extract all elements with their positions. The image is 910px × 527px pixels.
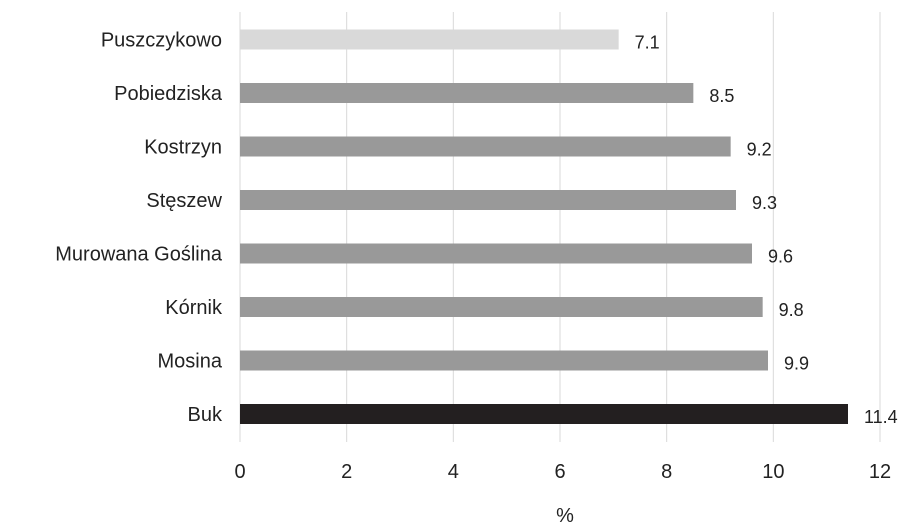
data-label: 8.5 xyxy=(709,86,734,106)
bar xyxy=(240,297,763,317)
x-tick-label: 4 xyxy=(448,461,459,483)
data-label: 9.8 xyxy=(779,300,804,320)
x-axis-title: % xyxy=(556,505,574,527)
x-tick-label: 8 xyxy=(661,461,672,483)
data-label: 9.6 xyxy=(768,247,793,267)
data-label: 9.2 xyxy=(747,140,772,160)
bar xyxy=(240,29,619,50)
x-tick-label: 0 xyxy=(234,461,245,483)
bar xyxy=(240,350,768,371)
x-tick-label: 10 xyxy=(762,461,784,483)
category-label: Mosina xyxy=(158,351,223,373)
data-label: 7.1 xyxy=(635,33,660,53)
category-label: Murowana Goślina xyxy=(55,244,223,266)
bar xyxy=(240,243,752,264)
data-label: 9.9 xyxy=(784,354,809,374)
bar xyxy=(240,83,694,103)
category-label: Kostrzyn xyxy=(144,137,222,159)
data-label: 11.4 xyxy=(864,407,898,427)
category-label: Pobiedziska xyxy=(114,83,223,105)
category-label: Kórnik xyxy=(165,297,223,319)
bars xyxy=(240,29,848,424)
x-tick-label: 12 xyxy=(869,461,891,483)
labels: 0 2 4 6 8 10 12 Puszczykowo 7.1 Pobiedziska 8.5 Kos… xyxy=(55,30,897,484)
bar xyxy=(240,136,731,157)
category-label: Buk xyxy=(188,404,223,426)
x-tick-label: 6 xyxy=(554,461,565,483)
data-label: 9.3 xyxy=(752,193,777,213)
bar xyxy=(240,404,848,424)
category-label: Stęszew xyxy=(146,190,222,212)
bar xyxy=(240,190,736,210)
x-tick-label: 2 xyxy=(341,461,352,483)
category-label: Puszczykowo xyxy=(101,30,222,52)
gridlines xyxy=(239,12,881,442)
